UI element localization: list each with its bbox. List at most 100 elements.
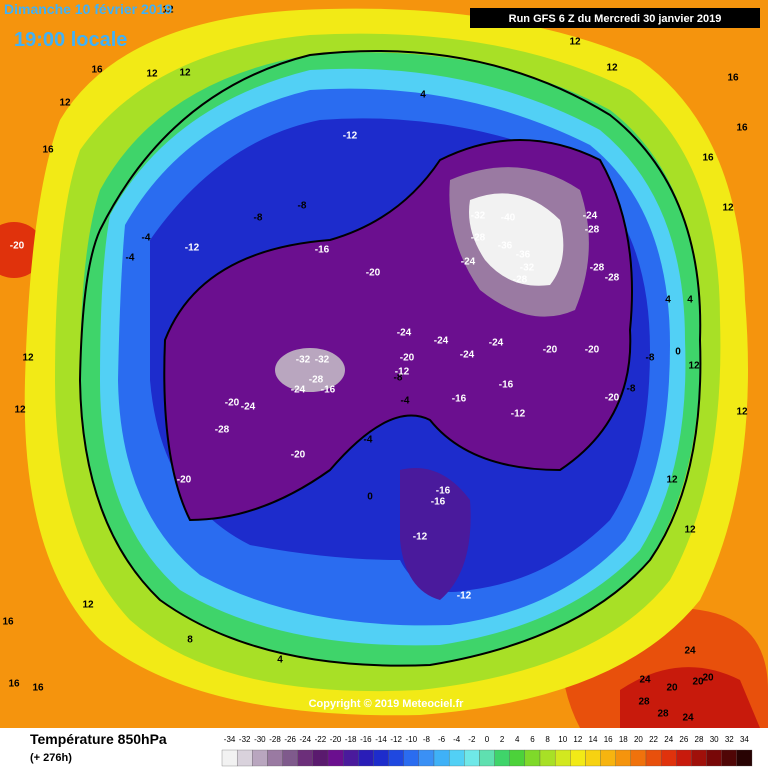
contour-label: 4 (277, 655, 283, 666)
colorbar-cell (418, 749, 435, 767)
colorbar-cell (660, 749, 677, 767)
colorbar-tick-label: 32 (725, 735, 734, 744)
colorbar-tick-label: -12 (390, 735, 402, 744)
forecast-date: Dimanche 10 février 2019 (4, 1, 172, 17)
colorbar-cell (358, 749, 374, 767)
forecast-lead: (+ 276h) (30, 752, 72, 764)
colorbar-tick-label: -2 (468, 735, 476, 744)
colorbar-cell (297, 749, 314, 767)
run-info: Run GFS 6 Z du Mercredi 30 janvier 2019 (509, 13, 722, 25)
colorbar-cell (600, 749, 616, 767)
colorbar-tick-label: -20 (330, 735, 342, 744)
contour-label: -24 (460, 350, 475, 361)
contour-label: 24 (682, 713, 694, 724)
colorbar-tick-label: 6 (530, 735, 535, 744)
contour-label: -32 (315, 355, 330, 366)
colorbar-tick-label: -24 (300, 735, 312, 744)
contour-label: 12 (606, 63, 618, 74)
contour-label: -8 (298, 201, 307, 212)
colorbar-cell (236, 749, 253, 767)
contour-label: 4 (687, 295, 693, 306)
colorbar-cell (539, 749, 556, 767)
copyright: Copyright © 2019 Meteociel.fr (309, 698, 465, 710)
colorbar-cell (615, 749, 632, 767)
contour-label: 0 (367, 492, 373, 503)
contour-label: -4 (126, 253, 135, 264)
colorbar-tick-label: -14 (375, 735, 387, 744)
contour-label: -40 (501, 213, 516, 224)
colorbar-tick-label: 14 (589, 735, 598, 744)
colorbar-cell (464, 749, 480, 767)
colorbar-cell (706, 749, 722, 767)
colorbar-tick-label: 8 (545, 735, 550, 744)
colorbar-tick-label: 20 (634, 735, 643, 744)
contour-label: 4 (665, 295, 671, 306)
colorbar-cell (494, 749, 510, 767)
cold-core (469, 193, 564, 286)
colorbar-tick-label: -18 (345, 735, 357, 744)
colorbar-cell (721, 749, 738, 767)
contour-label: 12 (684, 525, 696, 536)
contour-label: -32 (296, 355, 311, 366)
contour-label: -28 (513, 275, 528, 286)
isotherm (78, 50, 702, 667)
contour-label: 28 (657, 709, 669, 720)
contour-label: 12 (736, 407, 748, 418)
contour-label: -20 (543, 345, 558, 356)
contour-label: 12 (22, 353, 34, 364)
legend: Température 850hPa (+ 276h) -34 -32 -30 -28… (30, 731, 753, 767)
contour-label: 24 (684, 646, 696, 657)
colorbar-tick-label: 0 (485, 735, 490, 744)
contour-label: -4 (142, 233, 151, 244)
contour-label: -32 (471, 211, 486, 222)
contour-label: -20 (585, 345, 600, 356)
colorbar-cell (479, 749, 495, 767)
colorbar-tick-label: 12 (573, 735, 582, 744)
contour-label: -28 (471, 233, 486, 244)
contour-label: 16 (2, 617, 14, 628)
colorbar-cell (403, 749, 420, 767)
colorbar-cell (509, 749, 526, 767)
colorbar-cell (524, 749, 541, 767)
contour-label: -20 (177, 475, 192, 486)
forecast-time: 19:00 locale (14, 29, 127, 51)
colorbar-tick-label: 28 (695, 735, 704, 744)
colorbar-tick-label: -22 (315, 735, 327, 744)
contour-label: -20 (291, 450, 306, 461)
colorbar-tick-label: -30 (254, 735, 266, 744)
contour-label: 20 (692, 677, 704, 688)
contour-label: -24 (291, 385, 306, 396)
colorbar-cell (448, 749, 465, 767)
contour-label: -20 (400, 353, 415, 364)
contour-label: -12 (343, 131, 358, 142)
colorbar-cell (327, 749, 344, 767)
colorbar-tick-label: 26 (679, 735, 688, 744)
contour-label: -12 (395, 367, 410, 378)
contour-label: 20 (666, 683, 678, 694)
colorbar-tick-label: 10 (558, 735, 567, 744)
colorbar-cell (388, 749, 404, 767)
contour-label: -32 (520, 263, 535, 274)
temperature-map: 12 16 12 12 12 16 -20 12 12 12 16 16 16 12 12 16 16 16 12 1… (0, 0, 768, 728)
contour-label: -28 (585, 225, 600, 236)
contour-label: 12 (688, 361, 700, 372)
contour-label: 12 (179, 68, 191, 79)
colorbar-cell (312, 749, 329, 767)
contour-label: -12 (511, 409, 526, 420)
contour-label: -36 (498, 241, 513, 252)
colorbar-cell (645, 749, 662, 767)
contour-label: -28 (215, 425, 230, 436)
contour-label: -16 (452, 394, 467, 405)
colorbar-tick-label: -32 (239, 735, 251, 744)
contour-label: 16 (8, 679, 20, 690)
contour-label: 16 (32, 683, 44, 694)
contour-label: -4 (401, 396, 410, 407)
contour-label: 12 (722, 203, 734, 214)
colorbar-cell (282, 749, 298, 767)
colorbar-tick-label: 22 (649, 735, 658, 744)
colorbar-cell (221, 749, 238, 767)
contour-label: 16 (727, 73, 739, 84)
contour-label: 12 (162, 5, 174, 16)
colorbar-tick-label: -6 (438, 735, 446, 744)
